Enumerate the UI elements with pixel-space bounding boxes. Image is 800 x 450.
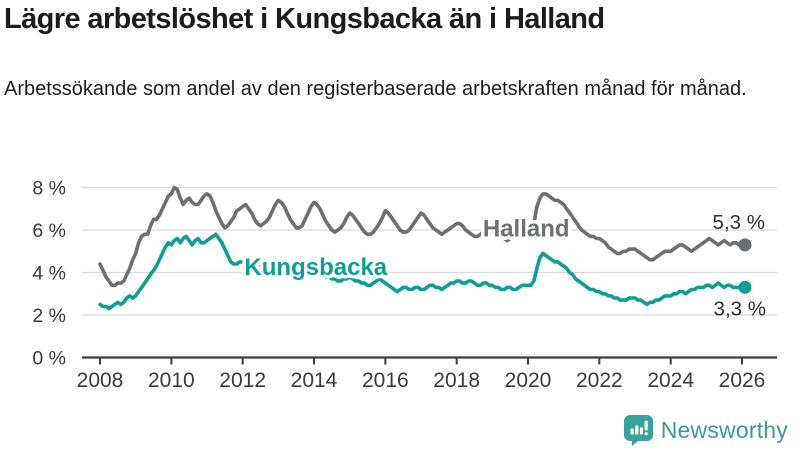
y-axis-label: 2 % bbox=[32, 305, 66, 327]
x-axis-label: 2014 bbox=[291, 369, 338, 392]
x-axis-label: 2008 bbox=[77, 369, 124, 392]
y-axis-label: 0 % bbox=[32, 348, 66, 370]
x-axis-label: 2016 bbox=[362, 369, 409, 392]
logo-bubble bbox=[623, 415, 653, 446]
logo-bar-1 bbox=[630, 428, 634, 435]
x-axis-label: 2012 bbox=[219, 369, 266, 392]
brand-name: Newsworthy bbox=[660, 416, 788, 443]
kungsbacka-line bbox=[98, 232, 747, 311]
logo-exclamation-stem bbox=[644, 420, 648, 431]
kungsbacka-end-value-label: 3,3 % bbox=[714, 297, 766, 320]
halland-series-label: Halland bbox=[483, 216, 570, 243]
brand-logo: Newsworthy bbox=[623, 414, 788, 446]
x-axis-label: 2010 bbox=[148, 369, 195, 392]
halland-end-value-label: 5,3 % bbox=[713, 211, 765, 234]
x-axis-label: 2026 bbox=[719, 369, 766, 392]
x-axis-label: 2018 bbox=[433, 369, 480, 392]
newsworthy-logo-icon bbox=[623, 415, 653, 446]
x-axis-label: 2024 bbox=[647, 369, 694, 392]
halland-end-dot bbox=[738, 238, 752, 252]
kungsbacka-series-label: Kungsbacka bbox=[244, 254, 387, 281]
x-axis-label: 2022 bbox=[576, 369, 623, 392]
logo-exclamation-dot bbox=[644, 432, 648, 436]
halland-line bbox=[98, 185, 747, 288]
y-axis-label: 6 % bbox=[32, 220, 66, 242]
y-axis-label: 8 % bbox=[32, 178, 66, 200]
kungsbacka-end-dot bbox=[738, 280, 752, 294]
chart-subtitle: Arbetssökande som andel av den registerb… bbox=[4, 78, 747, 100]
x-axis-label: 2020 bbox=[505, 369, 552, 392]
chart-title: Lägre arbetslöshet i Kungsbacka än i Hal… bbox=[4, 3, 605, 35]
logo-bar-3 bbox=[639, 427, 643, 435]
y-axis-label: 4 % bbox=[32, 263, 66, 285]
logo-bar-2 bbox=[634, 425, 639, 435]
